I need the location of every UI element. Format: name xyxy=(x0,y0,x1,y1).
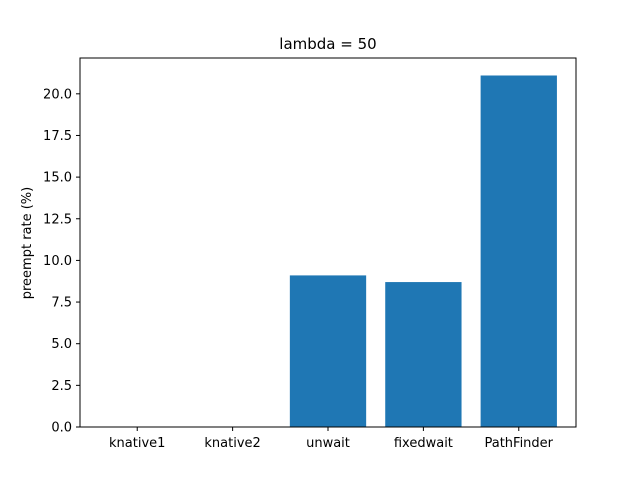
y-tick-label: 5.0 xyxy=(51,337,72,352)
bar-pathfinder xyxy=(480,75,557,427)
bar-fixedwait xyxy=(385,282,462,427)
axes-layer: 0.0 2.5 5.0 7.5 10.0 12.5 15.0 17.5 20.0 knative1… xyxy=(43,57,577,451)
y-tick-label: 7.5 xyxy=(51,296,72,311)
y-tick-label: 10.0 xyxy=(43,254,72,269)
bar-unwait xyxy=(289,275,367,427)
y-tick-label: 17.5 xyxy=(43,129,72,144)
x-tick-label-knative2: knative2 xyxy=(204,436,260,451)
y-tick-label: 0.0 xyxy=(51,421,72,436)
bars-layer xyxy=(289,75,557,427)
chart-title: lambda = 50 xyxy=(279,35,376,53)
y-tick-label: 12.5 xyxy=(43,212,72,227)
x-tick-label-unwait: unwait xyxy=(306,436,350,451)
y-tick-label: 20.0 xyxy=(43,87,72,102)
x-tick-label-pathfinder: PathFinder xyxy=(484,436,553,451)
x-tick-label-fixedwait: fixedwait xyxy=(394,436,453,451)
x-tick-label-knative1: knative1 xyxy=(109,436,165,451)
y-axis-label: preempt rate (%) xyxy=(20,187,35,300)
y-tick-label: 2.5 xyxy=(51,379,72,394)
y-tick-label: 15.0 xyxy=(43,171,72,186)
